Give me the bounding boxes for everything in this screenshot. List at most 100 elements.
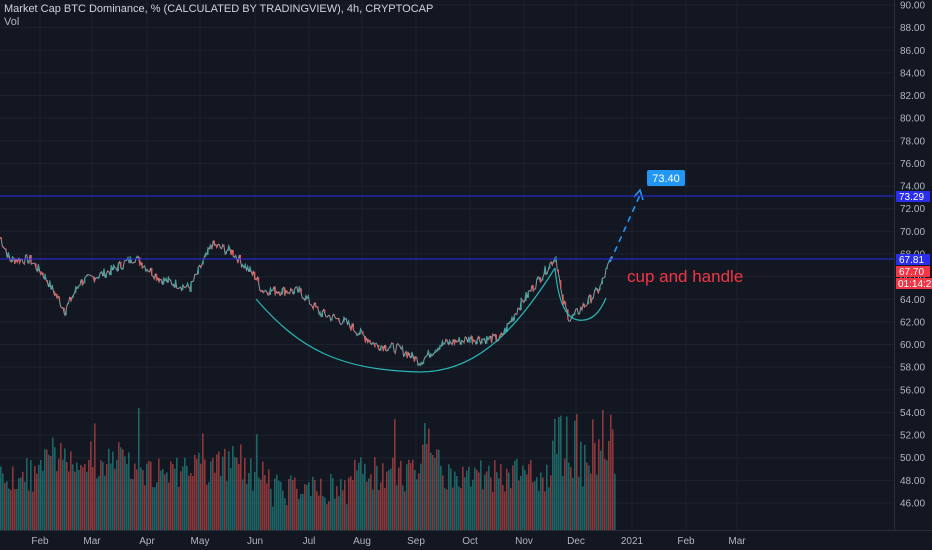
- x-tick-label: Mar: [83, 536, 101, 547]
- volume-bar: [86, 471, 88, 530]
- volume-bar: [106, 464, 108, 530]
- x-tick-label: Jun: [247, 536, 263, 547]
- volume-bar: [220, 476, 222, 530]
- volume-bar: [294, 477, 296, 530]
- volume-bar: [584, 444, 586, 530]
- volume-bar: [546, 464, 548, 530]
- volume-bar: [568, 462, 570, 530]
- volume-bar: [10, 489, 12, 530]
- volume-bar: [248, 472, 250, 530]
- volume-bar: [608, 440, 610, 530]
- volume-bar: [196, 458, 198, 530]
- volume-bar: [574, 420, 576, 530]
- volume-bar: [238, 463, 240, 530]
- volume-bar: [370, 474, 372, 530]
- volume-bar: [166, 472, 168, 530]
- volume-bar: [112, 451, 114, 530]
- target-callout: 73.40: [647, 170, 685, 186]
- annotation-text: cup and handle: [627, 267, 743, 286]
- volume-bar: [68, 471, 70, 530]
- volume-bar: [254, 471, 256, 530]
- volume-bar: [424, 423, 426, 530]
- volume-bar: [52, 437, 54, 530]
- volume-bar: [334, 498, 336, 530]
- volume-bar: [452, 487, 454, 530]
- volume-bar: [56, 471, 58, 530]
- volume-bar: [14, 488, 16, 530]
- x-tick-label: 2021: [621, 536, 644, 547]
- volume-bar: [530, 460, 532, 530]
- svg-text:67.70: 67.70: [899, 267, 924, 278]
- volume-bar: [498, 478, 500, 530]
- volume-bar: [304, 484, 306, 530]
- grid: [0, 0, 894, 530]
- volume-bar: [402, 485, 404, 530]
- volume-bar: [266, 483, 268, 530]
- volume-bar: [454, 471, 456, 530]
- volume-bar: [212, 457, 214, 530]
- volume-bar: [114, 468, 116, 530]
- volume-bar: [250, 458, 252, 530]
- volume-bar: [380, 482, 382, 530]
- volume-bar: [300, 494, 302, 530]
- volume-bar: [46, 449, 48, 530]
- price-tag-lower: 67.81: [896, 254, 930, 266]
- volume-bar: [352, 480, 354, 530]
- volume-bar: [260, 479, 262, 530]
- volume-bar: [308, 482, 310, 530]
- volume-bar: [30, 459, 32, 530]
- volume-bar: [346, 504, 348, 530]
- volume-bar: [376, 465, 378, 530]
- volume-bar: [344, 480, 346, 530]
- price-tag-countdown: 01:14:22: [896, 278, 932, 290]
- x-tick-label: Apr: [139, 536, 155, 547]
- volume-bar: [136, 469, 138, 530]
- volume-bar: [324, 497, 326, 530]
- volume-bar: [34, 466, 36, 530]
- volume-bar: [502, 485, 504, 530]
- y-tick-label: 60.00: [900, 340, 925, 351]
- volume-bar: [44, 449, 46, 530]
- volume-bar: [472, 479, 474, 530]
- price-candles: [0, 237, 613, 366]
- volume-bar: [210, 461, 212, 530]
- y-axis: 90.00 88.00 86.00 84.00 82.00 80.00 78.00 76.00…: [900, 1, 925, 510]
- volume-bar: [362, 474, 364, 530]
- volume-bar: [262, 461, 264, 530]
- volume-bar: [222, 456, 224, 530]
- volume-bar: [374, 457, 376, 530]
- volume-bar: [126, 464, 128, 530]
- volume-bar: [4, 483, 6, 530]
- volume-bar: [476, 469, 478, 530]
- volume-bar: [60, 442, 62, 530]
- volume-bar: [586, 462, 588, 530]
- volume-bar: [556, 453, 558, 530]
- volume-bar: [162, 469, 164, 530]
- volume-bar: [522, 465, 524, 530]
- volume-bar: [406, 464, 408, 530]
- volume-bar: [408, 459, 410, 530]
- volume-bar: [62, 459, 64, 530]
- volume-bar: [296, 488, 298, 530]
- volume-bar: [214, 472, 216, 530]
- volume-bar: [582, 486, 584, 530]
- x-tick-label: Jul: [303, 536, 316, 547]
- volume-bar: [176, 457, 178, 530]
- volume-label: Vol: [4, 16, 20, 28]
- volume-bar: [394, 418, 396, 530]
- volume-bar: [492, 491, 494, 530]
- volume-bar: [488, 465, 490, 530]
- x-tick-label: Oct: [462, 536, 478, 547]
- volume-bar: [228, 451, 230, 530]
- volume-bar: [110, 463, 112, 530]
- volume-bar: [286, 505, 288, 530]
- volume-bar: [520, 475, 522, 530]
- volume-bar: [442, 475, 444, 530]
- volume-bar: [570, 467, 572, 530]
- volume-bar: [414, 469, 416, 530]
- volume-bar: [534, 481, 536, 530]
- volume-bar: [150, 461, 152, 530]
- svg-text:73.29: 73.29: [899, 192, 924, 203]
- volume-bar: [474, 467, 476, 530]
- volume-bar: [198, 452, 200, 530]
